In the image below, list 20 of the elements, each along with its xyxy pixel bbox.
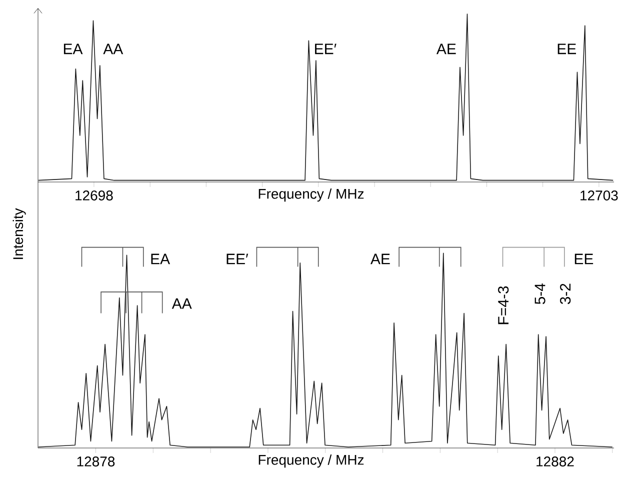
x-axis-title: Frequency / MHz — [258, 188, 364, 202]
annotation: AA — [103, 44, 124, 54]
annotation: EE — [574, 254, 594, 264]
annotation: 3-2 — [560, 284, 571, 304]
annotation: EE′ — [315, 44, 336, 54]
annotation: AE — [370, 254, 390, 264]
x-tick-label: 12698 — [76, 190, 113, 200]
annotation: F=4-3 — [498, 286, 509, 324]
x-tick-label: 12882 — [536, 456, 574, 466]
x-axis-title: Frequency / MHz — [258, 454, 364, 468]
annotation: AE — [436, 44, 456, 54]
annotation: AA — [172, 298, 192, 309]
annotation: EE — [558, 44, 576, 54]
x-tick-label: 12703 — [580, 190, 618, 200]
annotation: EE′ — [226, 254, 248, 264]
annotation: EA — [151, 254, 170, 264]
y-axis-title: Intensity — [12, 208, 26, 259]
x-tick-label: 12878 — [77, 456, 115, 466]
annotation: 5-4 — [534, 283, 546, 304]
annotation: EA — [64, 44, 83, 54]
